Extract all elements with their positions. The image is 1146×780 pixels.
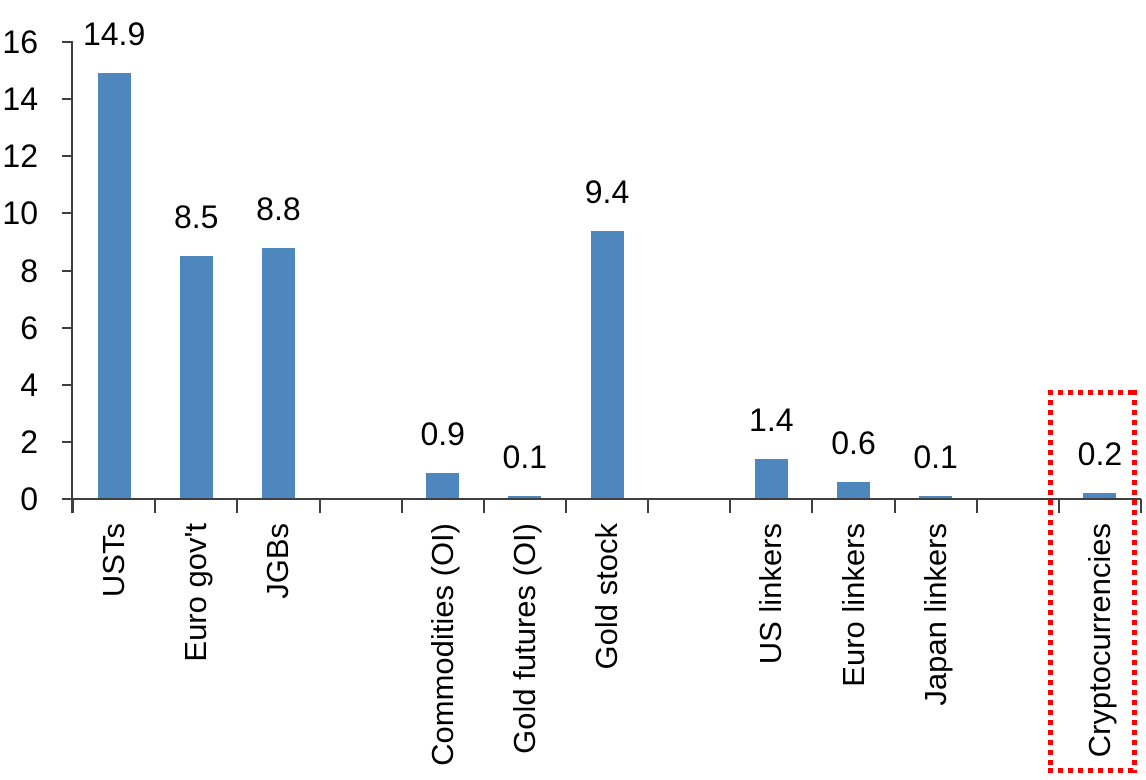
bar-value-label: 9.4 — [584, 173, 630, 210]
y-tick — [62, 326, 73, 329]
bar — [426, 473, 460, 499]
x-category-label: Gold futures (OI) — [506, 523, 542, 754]
bar — [97, 73, 131, 499]
bar — [754, 459, 788, 499]
bar-value-label: 0.1 — [502, 439, 548, 476]
y-tick-label: 10 — [2, 195, 38, 232]
y-tick-label: 12 — [2, 138, 38, 175]
bar-value-label: 0.1 — [913, 439, 958, 476]
y-tick — [62, 498, 73, 500]
x-category-label: Euro gov't — [178, 523, 214, 662]
x-tick — [318, 499, 321, 513]
x-tick — [154, 499, 157, 513]
y-tick — [62, 269, 73, 272]
x-category-label: Japan linkers — [917, 523, 953, 706]
x-tick — [482, 499, 485, 513]
x-category-label: USTs — [96, 523, 132, 598]
x-tick — [400, 499, 403, 513]
y-tick — [62, 41, 73, 43]
bar — [508, 496, 542, 499]
bar — [919, 496, 953, 499]
bar-value-label: 1.4 — [749, 402, 794, 438]
bar — [261, 247, 295, 499]
y-tick-label: 14 — [2, 81, 38, 118]
bar-value-label: 0.9 — [420, 416, 465, 453]
x-category-label: Euro linkers — [835, 523, 871, 687]
y-tick — [62, 98, 73, 101]
x-tick — [72, 499, 74, 513]
y-tick-label: 8 — [20, 252, 38, 289]
bar-value-label: 8.8 — [256, 190, 301, 227]
y-tick-label: 0 — [20, 481, 38, 517]
x-tick — [1140, 499, 1142, 513]
y-axis — [71, 41, 73, 513]
x-category-label: Commodities (OI) — [424, 523, 460, 766]
bar — [837, 481, 870, 499]
y-tick — [62, 383, 73, 386]
x-axis — [71, 498, 1141, 500]
y-tick-label: 6 — [20, 309, 38, 346]
x-tick — [236, 499, 239, 513]
y-tick — [62, 212, 73, 215]
bar-value-label: 14.9 — [82, 16, 146, 53]
bar — [179, 256, 213, 499]
x-tick — [647, 499, 650, 513]
bar — [590, 230, 624, 499]
x-category-label: JGBs — [260, 523, 296, 599]
bar-value-label: 0.6 — [831, 424, 876, 461]
x-tick — [564, 499, 567, 513]
y-tick — [62, 155, 73, 158]
x-tick — [811, 499, 814, 513]
x-category-label: US linkers — [753, 523, 789, 665]
y-tick-label: 16 — [2, 24, 38, 60]
x-category-label: Gold stock — [589, 523, 624, 670]
x-tick — [975, 499, 978, 513]
y-tick-label: 4 — [20, 366, 38, 403]
x-tick — [729, 499, 732, 513]
bar-value-label: 8.5 — [173, 199, 219, 236]
x-tick — [893, 499, 896, 513]
y-tick-label: 2 — [20, 423, 38, 460]
highlight-box — [1048, 390, 1137, 773]
y-tick — [62, 440, 73, 443]
